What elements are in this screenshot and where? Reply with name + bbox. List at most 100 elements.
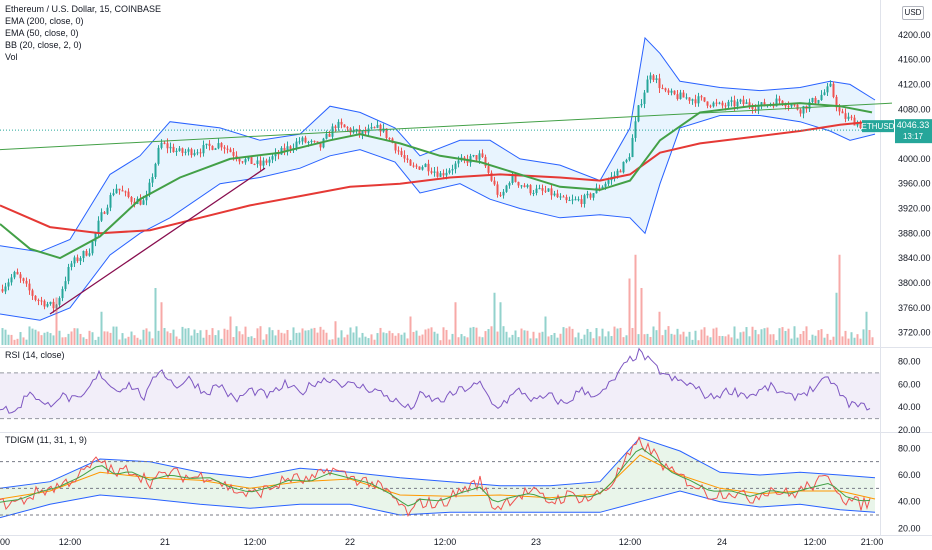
candle-body bbox=[124, 191, 127, 193]
volume-bar bbox=[46, 331, 49, 345]
volume-bar bbox=[676, 328, 679, 345]
candle-body bbox=[196, 152, 199, 154]
volume-bar bbox=[787, 328, 790, 345]
currency-button[interactable]: USD bbox=[902, 6, 924, 20]
legend-ema50[interactable]: EMA (50, close, 0) bbox=[5, 28, 79, 38]
candle-body bbox=[715, 102, 718, 104]
volume-bar bbox=[859, 338, 862, 345]
ema50-line bbox=[0, 102, 873, 260]
axes: 4200.004160.004120.004080.004040.004000.… bbox=[0, 30, 932, 547]
candle-body bbox=[688, 97, 691, 101]
volume-bar bbox=[82, 337, 85, 345]
candle-body bbox=[205, 143, 208, 146]
volume-bar bbox=[739, 332, 742, 345]
candle-body bbox=[847, 116, 850, 119]
candle-body bbox=[691, 99, 694, 101]
candle-body bbox=[526, 185, 529, 188]
volume-bar bbox=[115, 326, 118, 345]
candle-body bbox=[379, 124, 382, 132]
volume-bar bbox=[544, 316, 547, 345]
volume-bar bbox=[619, 327, 622, 345]
candle-body bbox=[475, 155, 478, 160]
volume-bar bbox=[367, 338, 370, 345]
candle-body bbox=[499, 194, 502, 196]
volume-bar bbox=[814, 335, 817, 345]
volume-bar bbox=[700, 329, 703, 345]
volume-bar bbox=[691, 339, 694, 345]
rsi-line bbox=[0, 347, 871, 414]
candle-body bbox=[298, 141, 301, 143]
rsi-title[interactable]: RSI (14, close) bbox=[5, 350, 65, 360]
price-tick-label: 3840.00 bbox=[898, 253, 931, 263]
tdigm-title[interactable]: TDIGM (11, 31, 1, 9) bbox=[5, 435, 87, 445]
volume-bar bbox=[205, 329, 208, 345]
volume-bar bbox=[229, 316, 232, 345]
volume-bar bbox=[634, 254, 637, 345]
volume-bar bbox=[55, 297, 58, 345]
volume-bar bbox=[211, 328, 214, 345]
resistance-trendline bbox=[0, 102, 893, 151]
volume-bar bbox=[844, 330, 847, 345]
volume-bar bbox=[772, 334, 775, 345]
legend-bb[interactable]: BB (20, close, 2, 0) bbox=[5, 40, 82, 50]
legend: Ethereum / U.S. Dollar, 15, COINBASE EMA… bbox=[5, 3, 161, 63]
volume-bar bbox=[529, 338, 532, 345]
volume-bar bbox=[352, 332, 355, 345]
volume-bar bbox=[682, 331, 685, 345]
candle-body bbox=[589, 193, 592, 198]
candle-body bbox=[829, 83, 832, 87]
candle-body bbox=[169, 146, 172, 149]
candle-body bbox=[490, 172, 493, 181]
candle-body bbox=[250, 157, 253, 164]
candle-body bbox=[442, 173, 445, 176]
volume-bar bbox=[277, 329, 280, 345]
candle-body bbox=[577, 199, 580, 201]
volume-bar bbox=[553, 332, 556, 345]
volume-bar bbox=[730, 337, 733, 345]
volume-bar bbox=[373, 339, 376, 345]
candle-body bbox=[289, 146, 292, 150]
candle-body bbox=[568, 200, 571, 202]
volume-bar bbox=[280, 332, 283, 345]
volume-bar bbox=[340, 330, 343, 345]
volume-bar bbox=[142, 329, 145, 345]
candle-body bbox=[646, 79, 649, 93]
price-pane bbox=[0, 36, 893, 321]
candle-body bbox=[226, 148, 229, 150]
candle-body bbox=[745, 102, 748, 105]
candle-body bbox=[361, 130, 364, 135]
volume-bar bbox=[535, 338, 538, 345]
volume-bar bbox=[103, 331, 106, 345]
volume-bar bbox=[166, 331, 169, 345]
candle-body bbox=[634, 121, 637, 138]
volume-bar bbox=[829, 339, 832, 345]
legend-title[interactable]: Ethereum / U.S. Dollar, 15, COINBASE bbox=[5, 4, 162, 14]
candle-body bbox=[694, 99, 697, 104]
volume-bar bbox=[694, 330, 697, 345]
support-trendline bbox=[49, 167, 266, 315]
legend-ema200[interactable]: EMA (200, close, 0) bbox=[5, 16, 84, 26]
candle-body bbox=[823, 92, 826, 95]
volume-bar bbox=[760, 329, 763, 345]
volume-bar bbox=[28, 326, 31, 345]
candle-body bbox=[508, 182, 511, 186]
volume-bar bbox=[286, 329, 289, 345]
candle-body bbox=[16, 271, 19, 275]
volume-bar bbox=[214, 335, 217, 345]
candle-body bbox=[754, 108, 757, 110]
volume-bar bbox=[295, 332, 298, 345]
legend-vol[interactable]: Vol bbox=[5, 52, 18, 62]
symbol-tag-text: ETHUSD bbox=[862, 122, 895, 131]
rsi-tick-label: 40.00 bbox=[898, 402, 921, 412]
volume-bar bbox=[865, 311, 868, 345]
volume-bar bbox=[202, 337, 205, 345]
tdigm-tick-label: 40.00 bbox=[898, 497, 921, 507]
candle-body bbox=[67, 266, 70, 282]
volume-bar bbox=[226, 329, 229, 345]
candle-body bbox=[703, 97, 706, 102]
volume-bar bbox=[436, 333, 439, 345]
candle-body bbox=[190, 149, 193, 156]
candle-body bbox=[157, 147, 160, 164]
volume-bar bbox=[502, 326, 505, 345]
